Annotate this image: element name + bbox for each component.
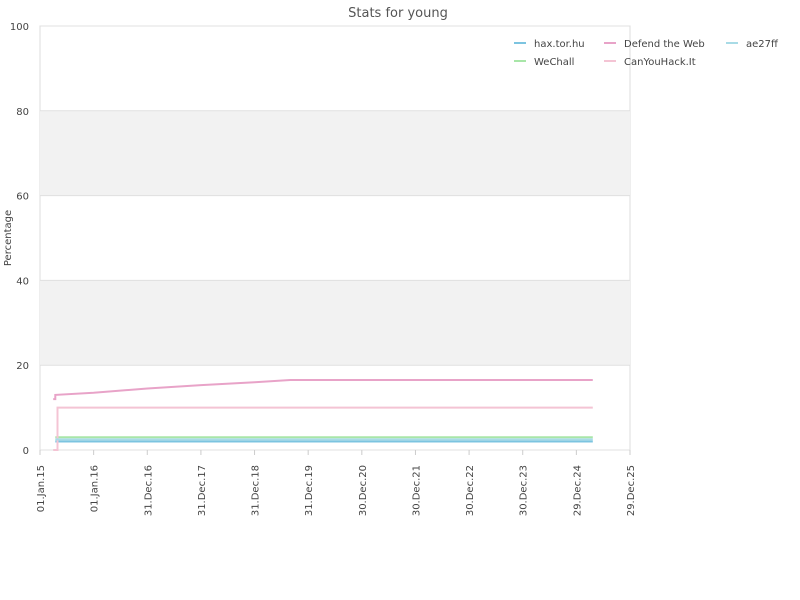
y-tick-label: 80 — [16, 107, 29, 118]
y-axis-ticks: 0 20 40 60 80 100 — [10, 22, 29, 457]
legend-label: ae27ff — [746, 39, 779, 50]
x-tick-label: 29.Dec.24 — [572, 465, 583, 516]
series-line — [53, 379, 593, 401]
y-tick-label: 100 — [10, 22, 29, 33]
legend-label: CanYouHack.It — [624, 57, 696, 68]
grid-band — [40, 110, 630, 196]
plot-area — [39, 25, 631, 451]
x-tick-label: 30.Dec.22 — [465, 465, 476, 516]
series-line — [53, 406, 593, 451]
x-tick-label: 31.Dec.19 — [304, 465, 315, 516]
x-tick-label: 31.Dec.17 — [197, 465, 208, 516]
grid-band — [40, 280, 630, 366]
chart-title: Stats for young — [348, 6, 448, 21]
plot-background — [39, 25, 631, 451]
legend-label: hax.tor.hu — [534, 39, 585, 50]
y-tick-label: 20 — [16, 361, 29, 372]
x-tick-label: 01.Jan.16 — [90, 465, 101, 512]
legend: hax.tor.hu WeChall Defend the Web CanYouHac… — [514, 39, 779, 68]
y-axis-label: Percentage — [3, 210, 14, 266]
series-layer — [53, 379, 593, 451]
legend-label: Defend the Web — [624, 39, 705, 50]
x-axis-ticks: 01.Jan.15 01.Jan.16 31.Dec.16 31.Dec.17 31.D… — [36, 450, 637, 516]
x-tick-label: 30.Dec.23 — [519, 465, 530, 516]
grid — [40, 25, 630, 451]
x-tick-label: 30.Dec.21 — [411, 465, 422, 516]
x-tick-label: 29.Dec.25 — [626, 465, 637, 516]
legend-label: WeChall — [534, 57, 574, 68]
x-tick-label: 30.Dec.20 — [358, 465, 369, 516]
x-tick-label: 01.Jan.15 — [36, 465, 47, 512]
y-tick-label: 0 — [23, 446, 29, 457]
y-tick-label: 60 — [16, 192, 29, 203]
x-tick-label: 31.Dec.16 — [143, 465, 154, 516]
y-tick-label: 40 — [16, 276, 29, 287]
x-tick-label: 31.Dec.18 — [251, 465, 262, 516]
